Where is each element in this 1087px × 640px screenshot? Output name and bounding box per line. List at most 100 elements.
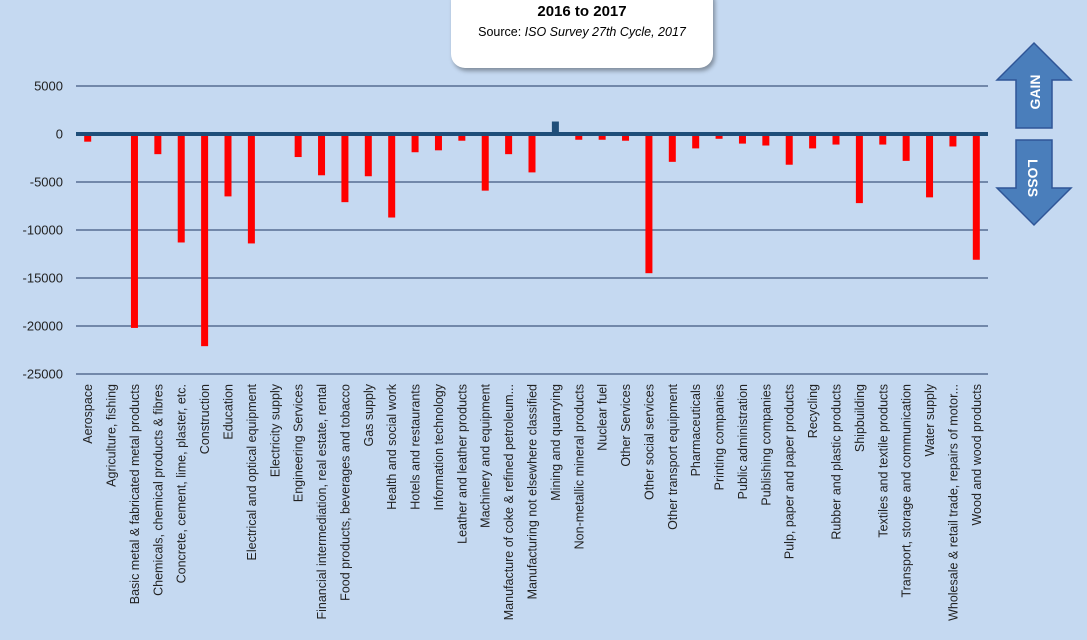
bar [645,134,653,274]
x-tick-label: Basic metal & fabricated metal products [128,384,142,604]
x-tick-label: Chemicals, chemical products & fibres [151,384,165,596]
gain-label: GAIN [1027,75,1043,110]
bar [505,134,513,155]
bar [294,134,302,158]
x-tick-label: Financial intermediation, real estate, r… [315,384,329,620]
bar [855,134,863,204]
x-tick-label: Other transport equipment [666,383,680,529]
bar [528,134,536,173]
x-tick-label: Food products, beverages and tobacco [338,384,352,601]
x-tick-label: Non-metallic mineral products [572,384,586,549]
x-tick-label: Pharmaceuticals [689,384,703,476]
chart-title: 2016 to 2017 [537,3,627,20]
bar [341,134,349,203]
bar [972,134,980,260]
x-tick-label: Public administration [736,384,750,499]
bar [902,134,910,161]
x-axis-labels: Aerospace Agriculture, fishing Basic metal… [81,383,984,621]
bar [692,134,700,149]
bar [762,134,770,146]
x-tick-label: Printing companies [713,384,727,490]
bar [949,134,957,147]
x-tick-label: Construction [198,384,212,454]
bar [785,134,793,165]
bar [738,134,746,144]
bar [318,134,326,176]
source-prefix: Source: [478,25,525,39]
bar [668,134,676,162]
bar [177,134,185,243]
x-tick-label: Wholesale & retail trade, repairs of mot… [946,384,960,621]
bar [247,134,255,244]
x-tick-label: Leather and leather products [455,384,469,544]
x-tick-label: Shipbuilding [853,384,867,452]
x-tick-label: Mining and quarrying [549,384,563,501]
x-tick-label: Engineering Services [292,384,306,502]
gain-arrow-icon [995,41,1073,129]
x-tick-label: Manufacture of coke & refined petroleum.… [502,384,516,620]
y-tick-label: 0 [56,127,63,142]
bar [458,134,466,141]
bar [622,134,630,141]
x-tick-label: Pulp, paper and paper products [783,384,797,559]
bar [411,134,419,153]
x-tick-label: Concrete, cement, lime, plaster, etc. [175,384,189,583]
loss-arrow-icon [995,139,1073,227]
source-name: ISO Survey 27th Cycle, 2017 [524,25,686,39]
x-tick-label: Transport, storage and communication [900,384,914,598]
loss-arrow: LOSS [995,139,1073,227]
bar [832,134,840,145]
bar [715,134,723,139]
y-tick-label: -10000 [23,223,63,238]
x-tick-label: Hotels and restaurants [409,384,423,510]
bar [926,134,934,198]
x-tick-label: Electrical and optical equipment [245,383,259,560]
bar [84,134,92,142]
bars [84,121,980,347]
x-tick-label: Gas supply [362,383,376,446]
bar [224,134,232,197]
gain-arrow: GAIN [995,41,1073,129]
chart-source: Source: ISO Survey 27th Cycle, 2017 [451,25,713,39]
bar [809,134,817,149]
bar [879,134,887,145]
y-axis-ticks: 5000 0 -5000 -10000 -15000 -20000 -25000 [23,79,63,382]
bar [481,134,489,191]
y-tick-label: -15000 [23,271,63,286]
x-tick-label: Health and social work [385,383,399,510]
x-tick-label: Wood and wood products [970,384,984,526]
x-tick-label: Aerospace [81,384,95,444]
bar [575,134,583,140]
gridlines [76,85,988,375]
x-tick-label: Machinery and equipment [479,383,493,527]
bar [598,134,606,140]
chart-title-box: 2016 to 2017 Source: ISO Survey 27th Cyc… [451,0,713,68]
x-tick-label: Manufacturing not elsewhere classified [526,384,540,599]
bar [130,134,138,328]
x-tick-label: Rubber and plastic products [830,384,844,540]
x-tick-label: Other social services [642,384,656,500]
bar [551,121,559,134]
bar [364,134,372,177]
x-tick-label: Publishing companies [759,384,773,506]
x-tick-label: Agriculture, fishing [105,384,119,487]
x-tick-label: Recycling [806,384,820,438]
y-tick-label: 5000 [34,79,63,94]
x-tick-label: Electricity supply [268,383,282,477]
x-tick-label: Water supply [923,383,937,456]
bar [201,134,209,347]
loss-label: LOSS [1025,159,1041,197]
bar [388,134,396,218]
y-tick-label: -5000 [30,175,63,190]
x-tick-label: Education [222,384,236,440]
y-tick-label: -20000 [23,319,63,334]
x-tick-label: Textiles and textile products [876,384,890,538]
x-tick-label: Nuclear fuel [596,384,610,451]
y-tick-label: -25000 [23,367,63,382]
x-tick-label: Other Services [619,384,633,467]
bar [434,134,442,151]
x-tick-label: Information technology [432,383,446,510]
bar [154,134,162,155]
